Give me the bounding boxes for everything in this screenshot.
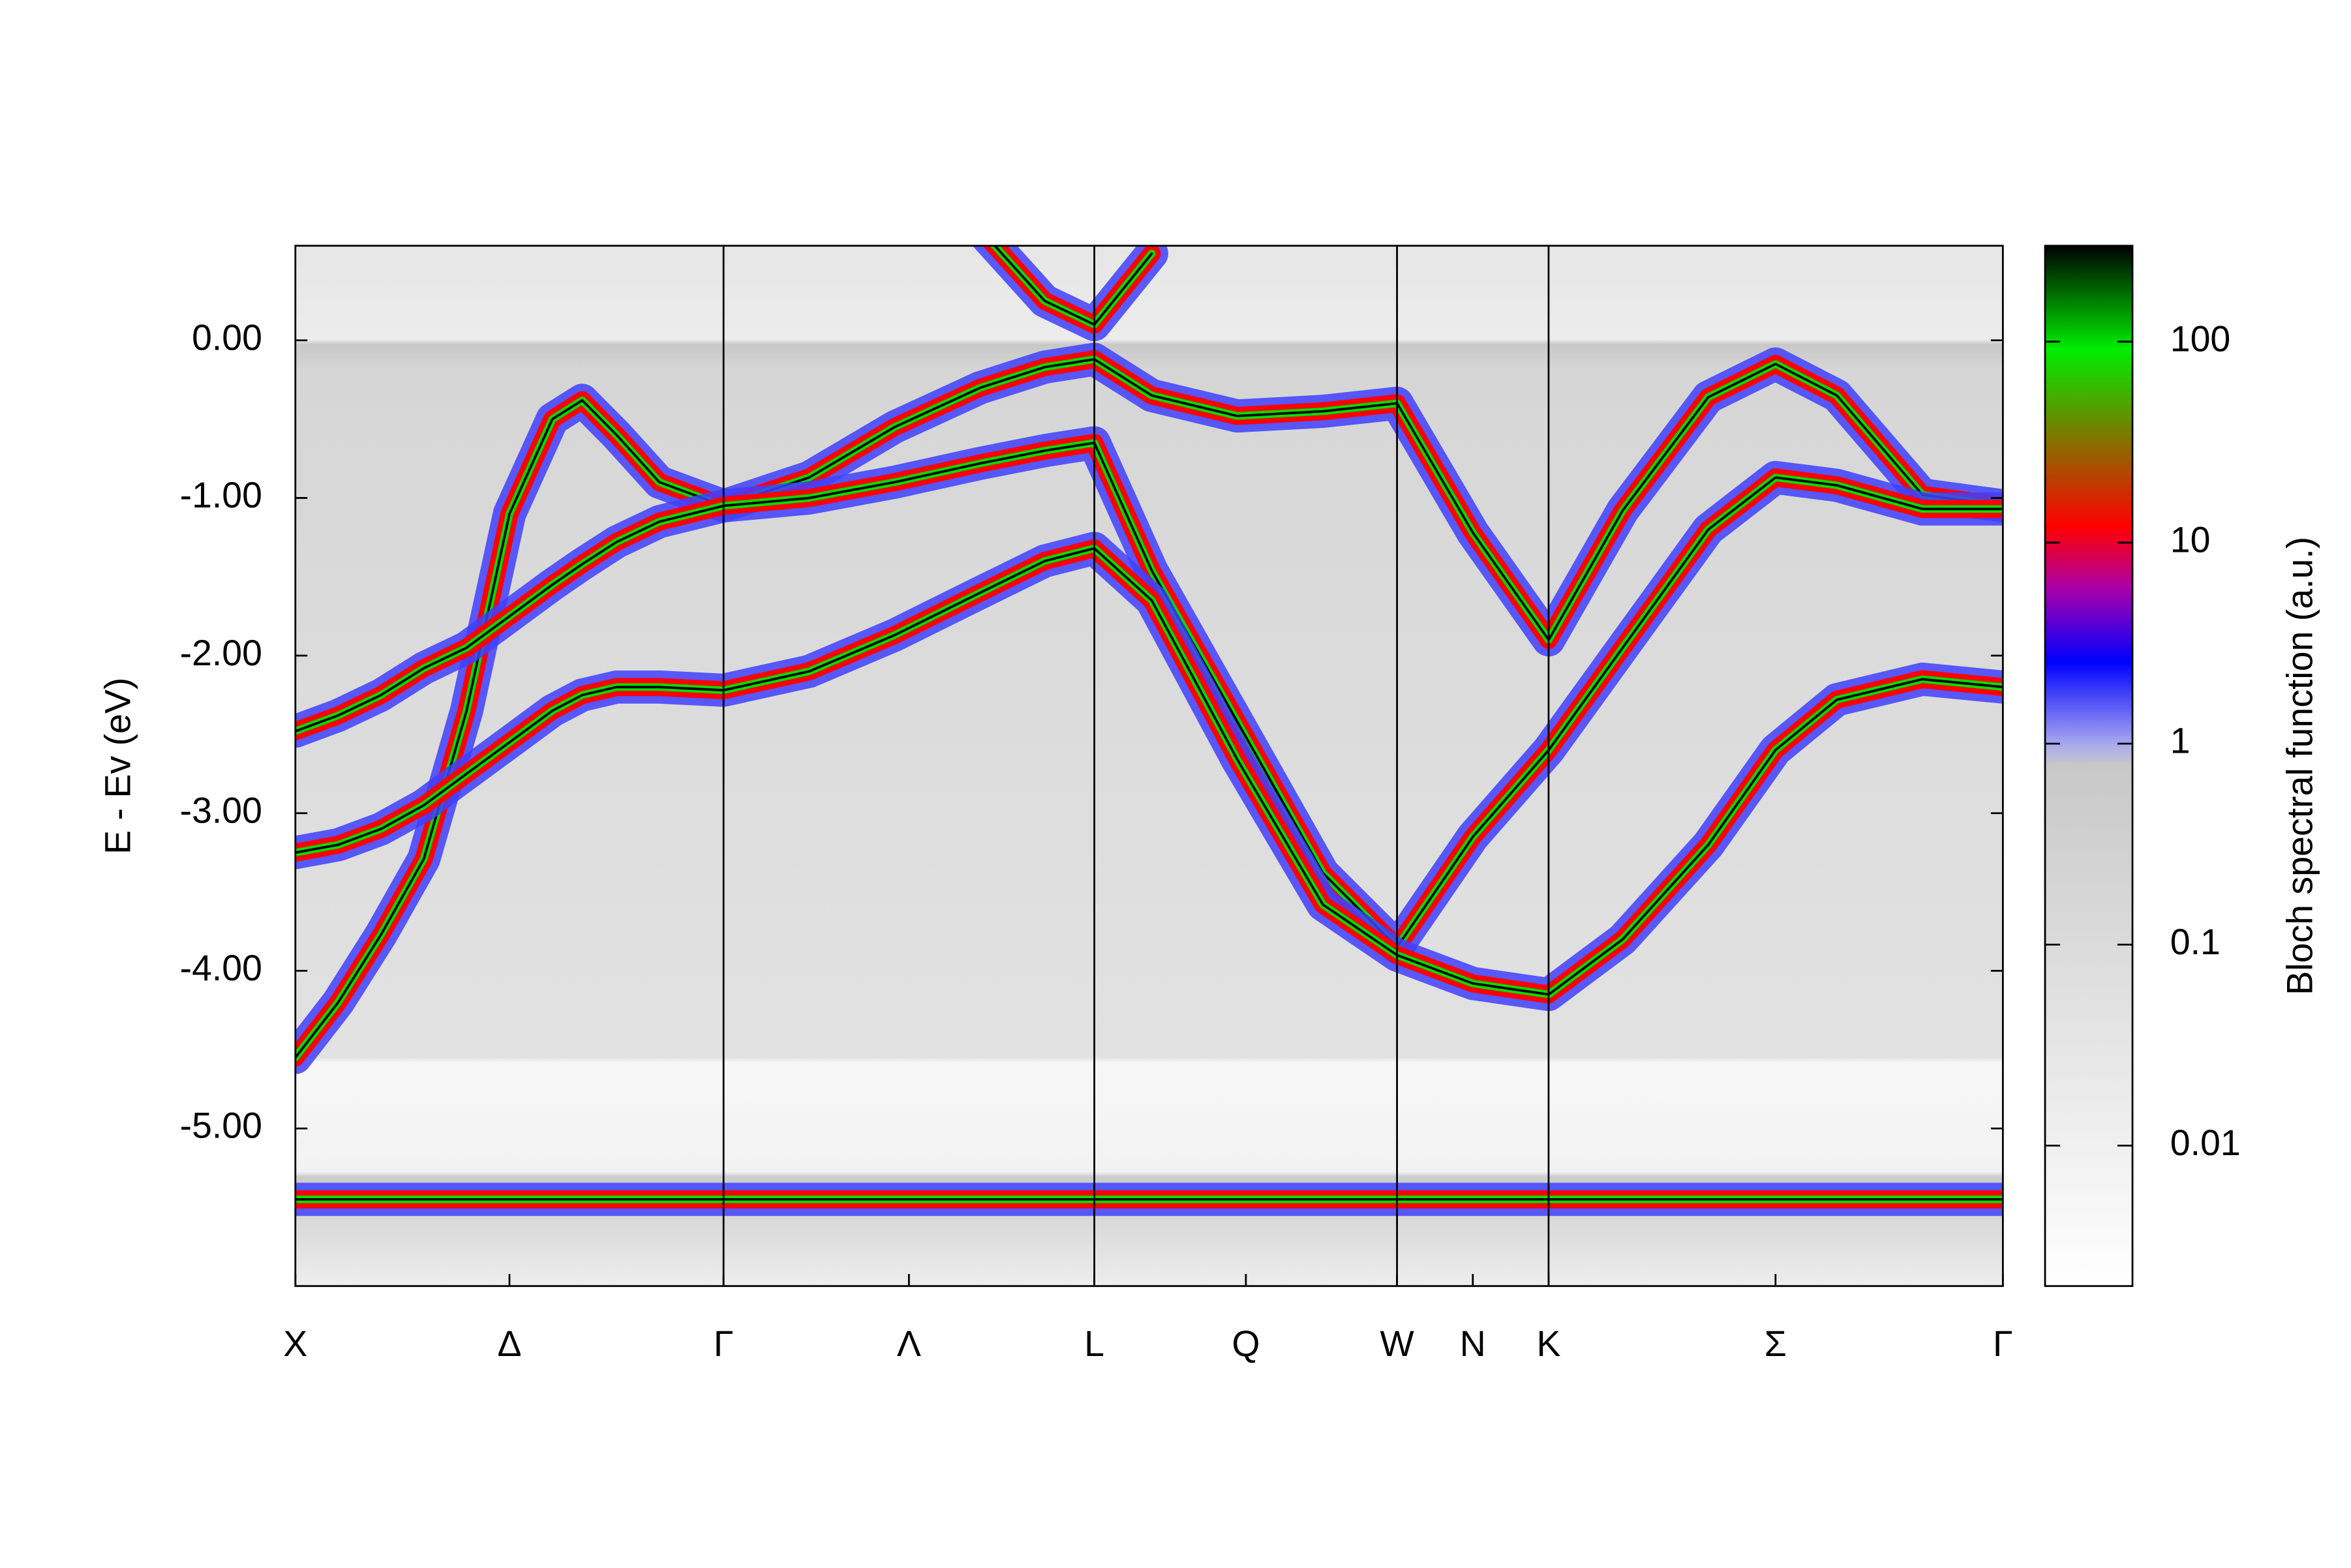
y-tick-label: -3.00 [180, 790, 262, 830]
bands [295, 245, 2003, 1216]
x-tick-label: Σ [1765, 1323, 1787, 1364]
plot-frame [294, 245, 2004, 1288]
y-tick-label: 0.00 [192, 317, 262, 357]
x-tick-label: Λ [897, 1323, 921, 1364]
colorbar-label: Bloch spectral function (a.u.) [2280, 537, 2320, 995]
y-tick-label: -4.00 [180, 948, 262, 988]
band-line [993, 245, 1153, 326]
x-tick-label: Γ [714, 1323, 734, 1364]
x-tick-label: L [1084, 1323, 1104, 1364]
band-line [295, 442, 2003, 948]
x-tick-label: Γ [1993, 1323, 2013, 1364]
colorbar-tick-label: 10 [2170, 520, 2211, 560]
colorbar-tick-label: 1 [2170, 721, 2191, 761]
x-tick-label: W [1380, 1323, 1414, 1364]
band-line [295, 547, 2003, 996]
y-tick-label: -2.00 [180, 633, 262, 673]
y-axis-label: E - Ev (eV) [97, 678, 138, 854]
x-tick-label: Δ [497, 1323, 521, 1364]
y-tick-label: -1.00 [180, 475, 262, 515]
x-tick-label: X [283, 1323, 307, 1364]
x-tick-label: Q [1232, 1323, 1260, 1364]
colorbar-tick-label: 100 [2170, 318, 2231, 359]
y-tick-label: -5.00 [180, 1106, 262, 1146]
colorbar-tick-label: 0.01 [2170, 1123, 2241, 1163]
colorbar-tick-label: 0.1 [2170, 922, 2221, 962]
colorbar [2044, 245, 2134, 1288]
x-tick-label: K [1536, 1323, 1560, 1364]
x-tick-label: N [1460, 1323, 1486, 1364]
